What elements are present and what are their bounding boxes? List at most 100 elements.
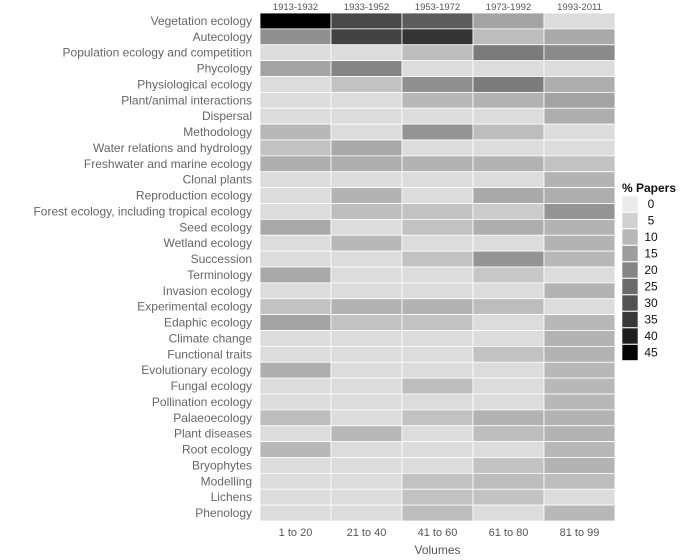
heatmap-cell bbox=[330, 266, 403, 284]
heatmap-cell bbox=[259, 44, 332, 62]
heatmap-cell bbox=[401, 60, 474, 77]
heatmap-cell bbox=[259, 457, 332, 474]
heatmap-cell bbox=[259, 409, 332, 427]
heatmap-cell bbox=[543, 441, 616, 458]
heatmap-cell bbox=[330, 377, 403, 395]
row-label: Lichens bbox=[211, 490, 252, 504]
heatmap-cell bbox=[259, 234, 332, 252]
heatmap-cell bbox=[259, 393, 332, 411]
heatmap-cell bbox=[259, 218, 332, 236]
heatmap-cell bbox=[259, 76, 332, 93]
heatmap-cell bbox=[401, 76, 474, 93]
heatmap-cell bbox=[401, 361, 474, 379]
row-label: Seed ecology bbox=[179, 220, 252, 234]
heatmap-cell bbox=[401, 314, 474, 331]
heatmap-cell bbox=[259, 91, 332, 109]
heatmap-cell bbox=[259, 250, 332, 268]
heatmap-cell bbox=[472, 504, 545, 522]
legend-key-label: 40 bbox=[644, 329, 658, 343]
x-tick-label: 61 to 80 bbox=[489, 527, 529, 539]
heatmap-cell bbox=[472, 441, 545, 458]
heatmap-cell bbox=[259, 187, 332, 204]
heatmap-cell bbox=[259, 60, 332, 77]
x-axis-title: Volumes bbox=[414, 543, 460, 557]
heatmap-cell bbox=[472, 330, 545, 347]
row-label: Methodology bbox=[183, 125, 252, 139]
heatmap-cell bbox=[401, 330, 474, 347]
column-period-label: 1953-1972 bbox=[415, 2, 460, 13]
x-tick-label: 21 to 40 bbox=[347, 527, 387, 539]
heatmap-cell bbox=[543, 361, 616, 379]
heatmap-cell bbox=[543, 345, 616, 363]
heatmap-cell bbox=[330, 234, 403, 252]
heatmap-cell bbox=[259, 123, 332, 141]
heatmap-cell bbox=[543, 250, 616, 268]
row-label: Succession bbox=[191, 252, 252, 266]
heatmap-cell bbox=[330, 314, 403, 331]
heatmap-cell bbox=[401, 155, 474, 173]
legend-key-label: 25 bbox=[644, 280, 658, 294]
heatmap-cell bbox=[259, 12, 332, 30]
row-label: Palaeoecology bbox=[173, 411, 252, 425]
row-label: Dispersal bbox=[202, 109, 252, 123]
column-period-label: 1913-1932 bbox=[273, 2, 318, 13]
heatmap-cell bbox=[330, 76, 403, 93]
heatmap-cell bbox=[472, 457, 545, 474]
heatmap-cell bbox=[472, 28, 545, 46]
heatmap-cell bbox=[472, 345, 545, 363]
heatmap-cell bbox=[259, 203, 332, 220]
heatmap-cell bbox=[543, 457, 616, 474]
heatmap-cell bbox=[543, 203, 616, 220]
heatmap-cell bbox=[543, 91, 616, 109]
row-label: Physiological ecology bbox=[137, 77, 252, 91]
heatmap-cell bbox=[543, 488, 616, 506]
heatmap-cell bbox=[330, 187, 403, 204]
heatmap-cell bbox=[259, 171, 332, 189]
heatmap-cell bbox=[472, 298, 545, 316]
heatmap-cell bbox=[330, 409, 403, 427]
heatmap-cell bbox=[472, 409, 545, 427]
row-labels: Vegetation ecology Autecology Population e… bbox=[33, 14, 252, 520]
legend-key-label: 15 bbox=[644, 247, 658, 261]
heatmap-cell bbox=[401, 409, 474, 427]
heatmap-cell bbox=[259, 441, 332, 458]
legend-key-swatch bbox=[621, 228, 639, 246]
row-label: Vegetation ecology bbox=[151, 14, 252, 28]
heatmap-cells bbox=[259, 12, 616, 522]
x-tick-label: 1 to 20 bbox=[279, 527, 313, 539]
heatmap-cell bbox=[543, 76, 616, 93]
heatmap-cell bbox=[472, 488, 545, 506]
heatmap-cell bbox=[259, 298, 332, 316]
heatmap-cell bbox=[543, 314, 616, 331]
heatmap-cell bbox=[401, 425, 474, 443]
row-label: Phenology bbox=[195, 506, 252, 520]
heatmap-cell bbox=[472, 12, 545, 30]
heatmap-cell bbox=[330, 203, 403, 220]
heatmap-cell bbox=[330, 298, 403, 316]
heatmap-cell bbox=[472, 377, 545, 395]
heatmap-cell bbox=[543, 12, 616, 30]
heatmap-cell bbox=[472, 44, 545, 62]
row-label: Forest ecology, including tropical ecolo… bbox=[33, 204, 252, 218]
heatmap-cell bbox=[543, 187, 616, 204]
heatmap-cell bbox=[259, 107, 332, 125]
heatmap-cell bbox=[543, 393, 616, 411]
heatmap-cell bbox=[259, 488, 332, 506]
heatmap-cell bbox=[401, 345, 474, 363]
heatmap-cell bbox=[330, 488, 403, 506]
heatmap-cell bbox=[543, 266, 616, 284]
legend-keys: 0 5 10 15 20 25 30 35 40 45 bbox=[621, 195, 658, 361]
heatmap-cell bbox=[401, 44, 474, 62]
heatmap-cell bbox=[401, 234, 474, 252]
heatmap-cell bbox=[472, 393, 545, 411]
heatmap-cell bbox=[259, 282, 332, 300]
legend-title: % Papers bbox=[622, 181, 676, 195]
heatmap-cell bbox=[401, 393, 474, 411]
heatmap-cell bbox=[401, 12, 474, 30]
heatmap-cell bbox=[259, 377, 332, 395]
heatmap-cell bbox=[543, 155, 616, 173]
heatmap-cell bbox=[401, 488, 474, 506]
heatmap-cell bbox=[330, 60, 403, 77]
heatmap-cell bbox=[401, 107, 474, 125]
